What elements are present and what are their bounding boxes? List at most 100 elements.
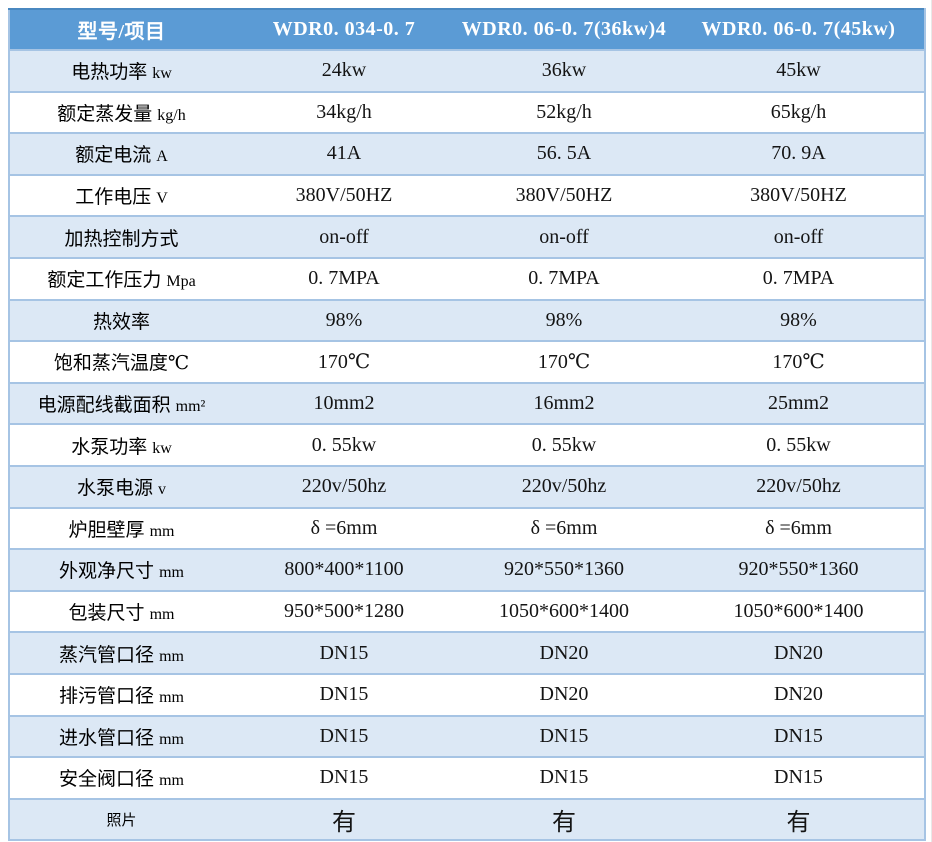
spec-value-cell: 0. 7MPA: [528, 267, 600, 290]
spec-label-text: 照片: [106, 812, 137, 829]
spec-value-cell: 220v/50hz: [756, 475, 841, 498]
spec-value-cell: 56. 5A: [536, 142, 592, 165]
table-row: 安全阀口径 mm DN15 DN15 DN15: [9, 757, 925, 799]
spec-label-cell: 额定工作压力 Mpa: [9, 258, 233, 300]
spec-label-text: 电热功率: [71, 62, 148, 84]
spec-label-text: 包装尺寸: [68, 603, 145, 625]
spec-value-cell: 16mm2: [533, 392, 595, 415]
spec-label-text: 饱和蒸汽温度℃: [53, 353, 190, 375]
spec-value-cell: 45kw: [776, 59, 821, 82]
spec-label-unit: mm: [159, 564, 184, 582]
table-row: 外观净尺寸 mm 800*400*1100 920*550*1360 920*550*1…: [9, 549, 925, 591]
spec-value-cell: 98%: [780, 308, 817, 331]
spec-label-unit: mm: [159, 730, 184, 748]
spec-label-cell: 工作电压 V: [9, 175, 233, 217]
spec-value-cell: 36kw: [541, 59, 587, 82]
spec-label-text: 排污管口径: [59, 686, 155, 708]
table-row: 进水管口径 mm DN15 DN15 DN15: [9, 715, 925, 758]
spec-value-cell: 98%: [545, 308, 583, 331]
spec-value-cell: 65kg/h: [770, 100, 827, 123]
spec-value-cell: 25mm2: [767, 392, 830, 415]
spec-label-unit: Mpa: [166, 273, 196, 291]
spec-value-cell: 920*550*1360: [738, 558, 859, 581]
spec-value-cell: on-off: [319, 225, 369, 248]
spec-value-cell: 24kw: [321, 59, 367, 82]
spec-label-unit: mm²: [175, 398, 206, 416]
spec-label-text: 工作电压: [75, 187, 152, 209]
spec-value-cell: 170℃: [537, 351, 591, 374]
spec-value-cell: 70. 9A: [771, 142, 826, 165]
spec-value-cell: on-off: [539, 225, 589, 248]
spec-label-cell: 电热功率 kw: [9, 50, 233, 92]
spec-label-cell: 包装尺寸 mm: [9, 591, 233, 633]
spec-label-unit: v: [158, 481, 166, 499]
spec-value-cell: 有: [552, 809, 576, 836]
spec-value-cell: 有: [786, 809, 811, 836]
spec-label-cell: 电源配线截面积 mm²: [9, 383, 233, 425]
spec-value-cell: 0. 7MPA: [308, 267, 380, 290]
spec-label-text: 进水管口径: [59, 727, 155, 749]
spec-value-cell: 800*400*1100: [284, 558, 404, 581]
spec-value-cell: 380V/50HZ: [750, 184, 847, 207]
spec-label-text: 外观净尺寸: [59, 561, 155, 583]
table-row: 水泵功率 kw 0. 55kw 0. 55kw 0. 55kw: [9, 424, 925, 466]
table-row: 工作电压 V 380V/50HZ 380V/50HZ 380V/50HZ: [9, 174, 925, 217]
spec-value-cell: 170℃: [772, 351, 825, 374]
table-row: 蒸汽管口径 mm DN15 DN20 DN20: [9, 632, 925, 674]
spec-value-cell: 10mm2: [313, 392, 375, 415]
spec-label-text: 水泵电源: [76, 478, 153, 500]
spec-value-cell: 0. 55kw: [766, 433, 831, 456]
header-row: 型号/项目 WDR0. 034-0. 7 WDR0. 06-0. 7(36kw)…: [9, 9, 925, 50]
boiler-spec-table: 型号/项目 WDR0. 034-0. 7 WDR0. 06-0. 7(36kw)…: [8, 8, 926, 842]
spec-label-text: 额定蒸发量: [57, 103, 153, 125]
spec-value-cell: 1050*600*1400: [499, 600, 629, 623]
spec-label-cell: 外观净尺寸 mm: [9, 549, 233, 591]
spec-value-cell: 380V/50HZ: [295, 184, 393, 207]
spec-value-cell: 170℃: [317, 351, 371, 374]
spec-label-cell: 热效率: [9, 300, 233, 342]
spec-label-cell: 饱和蒸汽温度℃: [9, 341, 233, 383]
spec-label-cell: 安全阀口径 mm: [9, 757, 233, 799]
spec-label-unit: kw: [152, 439, 172, 457]
spec-value-cell: 34kg/h: [316, 100, 372, 123]
table-row: 水泵电源 v 220v/50hz 220v/50hz 220v/50hz: [9, 465, 925, 508]
spec-label-unit: mm: [159, 647, 184, 665]
spec-value-cell: 0. 7MPA: [762, 267, 835, 290]
spec-value-cell: 98%: [325, 308, 363, 331]
spec-value-cell: 41A: [326, 142, 362, 165]
spec-value-cell: DN15: [319, 683, 369, 706]
spec-value-cell: DN15: [539, 724, 589, 747]
table-row: 电热功率 kw 24kw 36kw 45kw: [9, 50, 925, 92]
spec-label-text: 炉胆壁厚: [68, 519, 145, 541]
table-row: 热效率 98% 98% 98%: [9, 299, 925, 342]
spec-label-cell: 蒸汽管口径 mm: [9, 632, 233, 674]
column-header-model-1: WDR0. 034-0. 7: [233, 9, 455, 50]
table-row: 饱和蒸汽温度℃ 170℃ 170℃ 170℃: [9, 341, 925, 383]
spec-value-cell: 有: [332, 809, 356, 836]
spec-value-cell: 950*500*1280: [284, 600, 404, 623]
spec-label-text: 热效率: [92, 311, 150, 333]
spec-label-cell: 进水管口径 mm: [9, 716, 233, 758]
spec-label-text: 额定电流: [75, 145, 152, 167]
spec-rows-body: 电热功率 kw 24kw 36kw 45kw 额定蒸发量 kg/h 34kg/h 52kg/h 6…: [9, 50, 925, 841]
spec-value-cell: DN15: [319, 641, 369, 664]
table-row: 排污管口径 mm DN15 DN20 DN20: [9, 673, 925, 716]
spec-label-unit: mm: [149, 606, 175, 624]
table-row: 额定工作压力 Mpa 0. 7MPA 0. 7MPA 0. 7MPA: [9, 257, 925, 300]
spec-label-text: 加热控制方式: [64, 228, 179, 250]
spec-label-unit: kg/h: [157, 106, 186, 124]
spec-label-unit: mm: [159, 772, 184, 790]
table-row: 炉胆壁厚 mm δ =6mm δ =6mm δ =6mm: [9, 507, 925, 550]
spec-label-text: 安全阀口径: [59, 769, 155, 791]
spec-value-cell: DN15: [319, 766, 369, 789]
spec-label-cell: 炉胆壁厚 mm: [9, 508, 233, 550]
spec-label-cell: 照片: [9, 799, 233, 841]
spec-label-unit: mm: [159, 689, 184, 707]
spec-label-text: 蒸汽管口径: [59, 644, 155, 666]
spec-value-cell: DN15: [319, 724, 369, 747]
table-row: 照片 有 有 有: [9, 798, 925, 841]
column-header-model-2: WDR0. 06-0. 7(36kw)4: [455, 9, 673, 50]
spec-value-cell: DN20: [539, 641, 589, 664]
spec-value-cell: DN15: [539, 766, 589, 789]
table-row: 包装尺寸 mm 950*500*1280 1050*600*1400 1050*600*…: [9, 590, 925, 633]
